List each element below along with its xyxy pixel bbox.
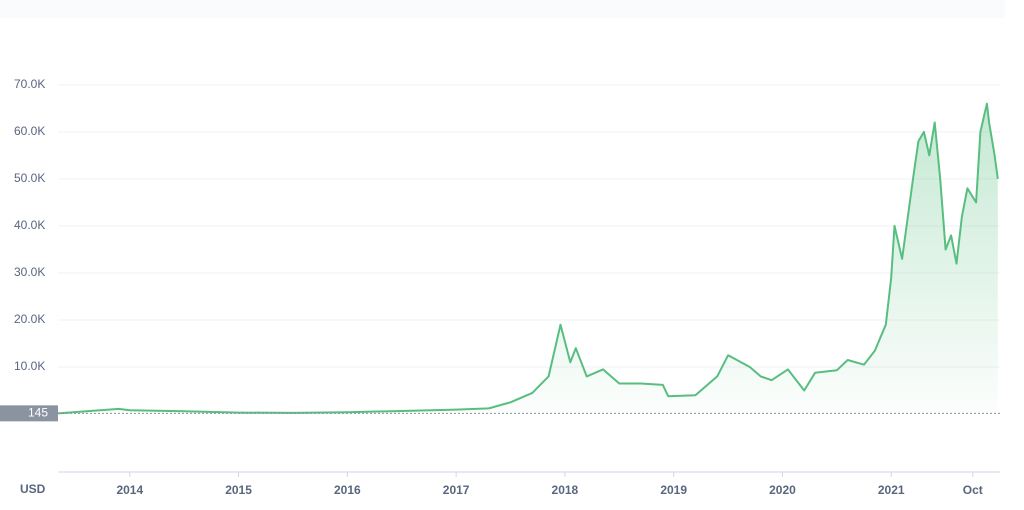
top-bar (0, 0, 1005, 18)
price-line (57, 102, 999, 415)
area (58, 103, 998, 415)
price-marker-label: 145 (28, 406, 48, 420)
x-tick-label: 2021 (878, 483, 905, 497)
x-tick-label: 2020 (769, 483, 796, 497)
y-tick-label: 70.0K (14, 77, 45, 91)
y-tick-label: 20.0K (14, 312, 45, 326)
x-tick-label: Oct (963, 483, 983, 497)
x-tick-label: 2018 (552, 483, 579, 497)
y-tick-label: 40.0K (14, 218, 45, 232)
y-tick-label: 60.0K (14, 124, 45, 138)
price-marker-box (0, 405, 58, 422)
x-tick-label: 2014 (116, 483, 143, 497)
x-tick-label: 2019 (660, 483, 687, 497)
y-tick-label: 10.0K (14, 359, 45, 373)
y-tick-label: 50.0K (14, 171, 45, 185)
y-tick-label: 30.0K (14, 265, 45, 279)
x-tick-label: 2016 (334, 483, 361, 497)
x-tick-label: 2015 (225, 483, 252, 497)
y-label: USD (20, 482, 46, 496)
x-tick-label: 2017 (443, 483, 470, 497)
